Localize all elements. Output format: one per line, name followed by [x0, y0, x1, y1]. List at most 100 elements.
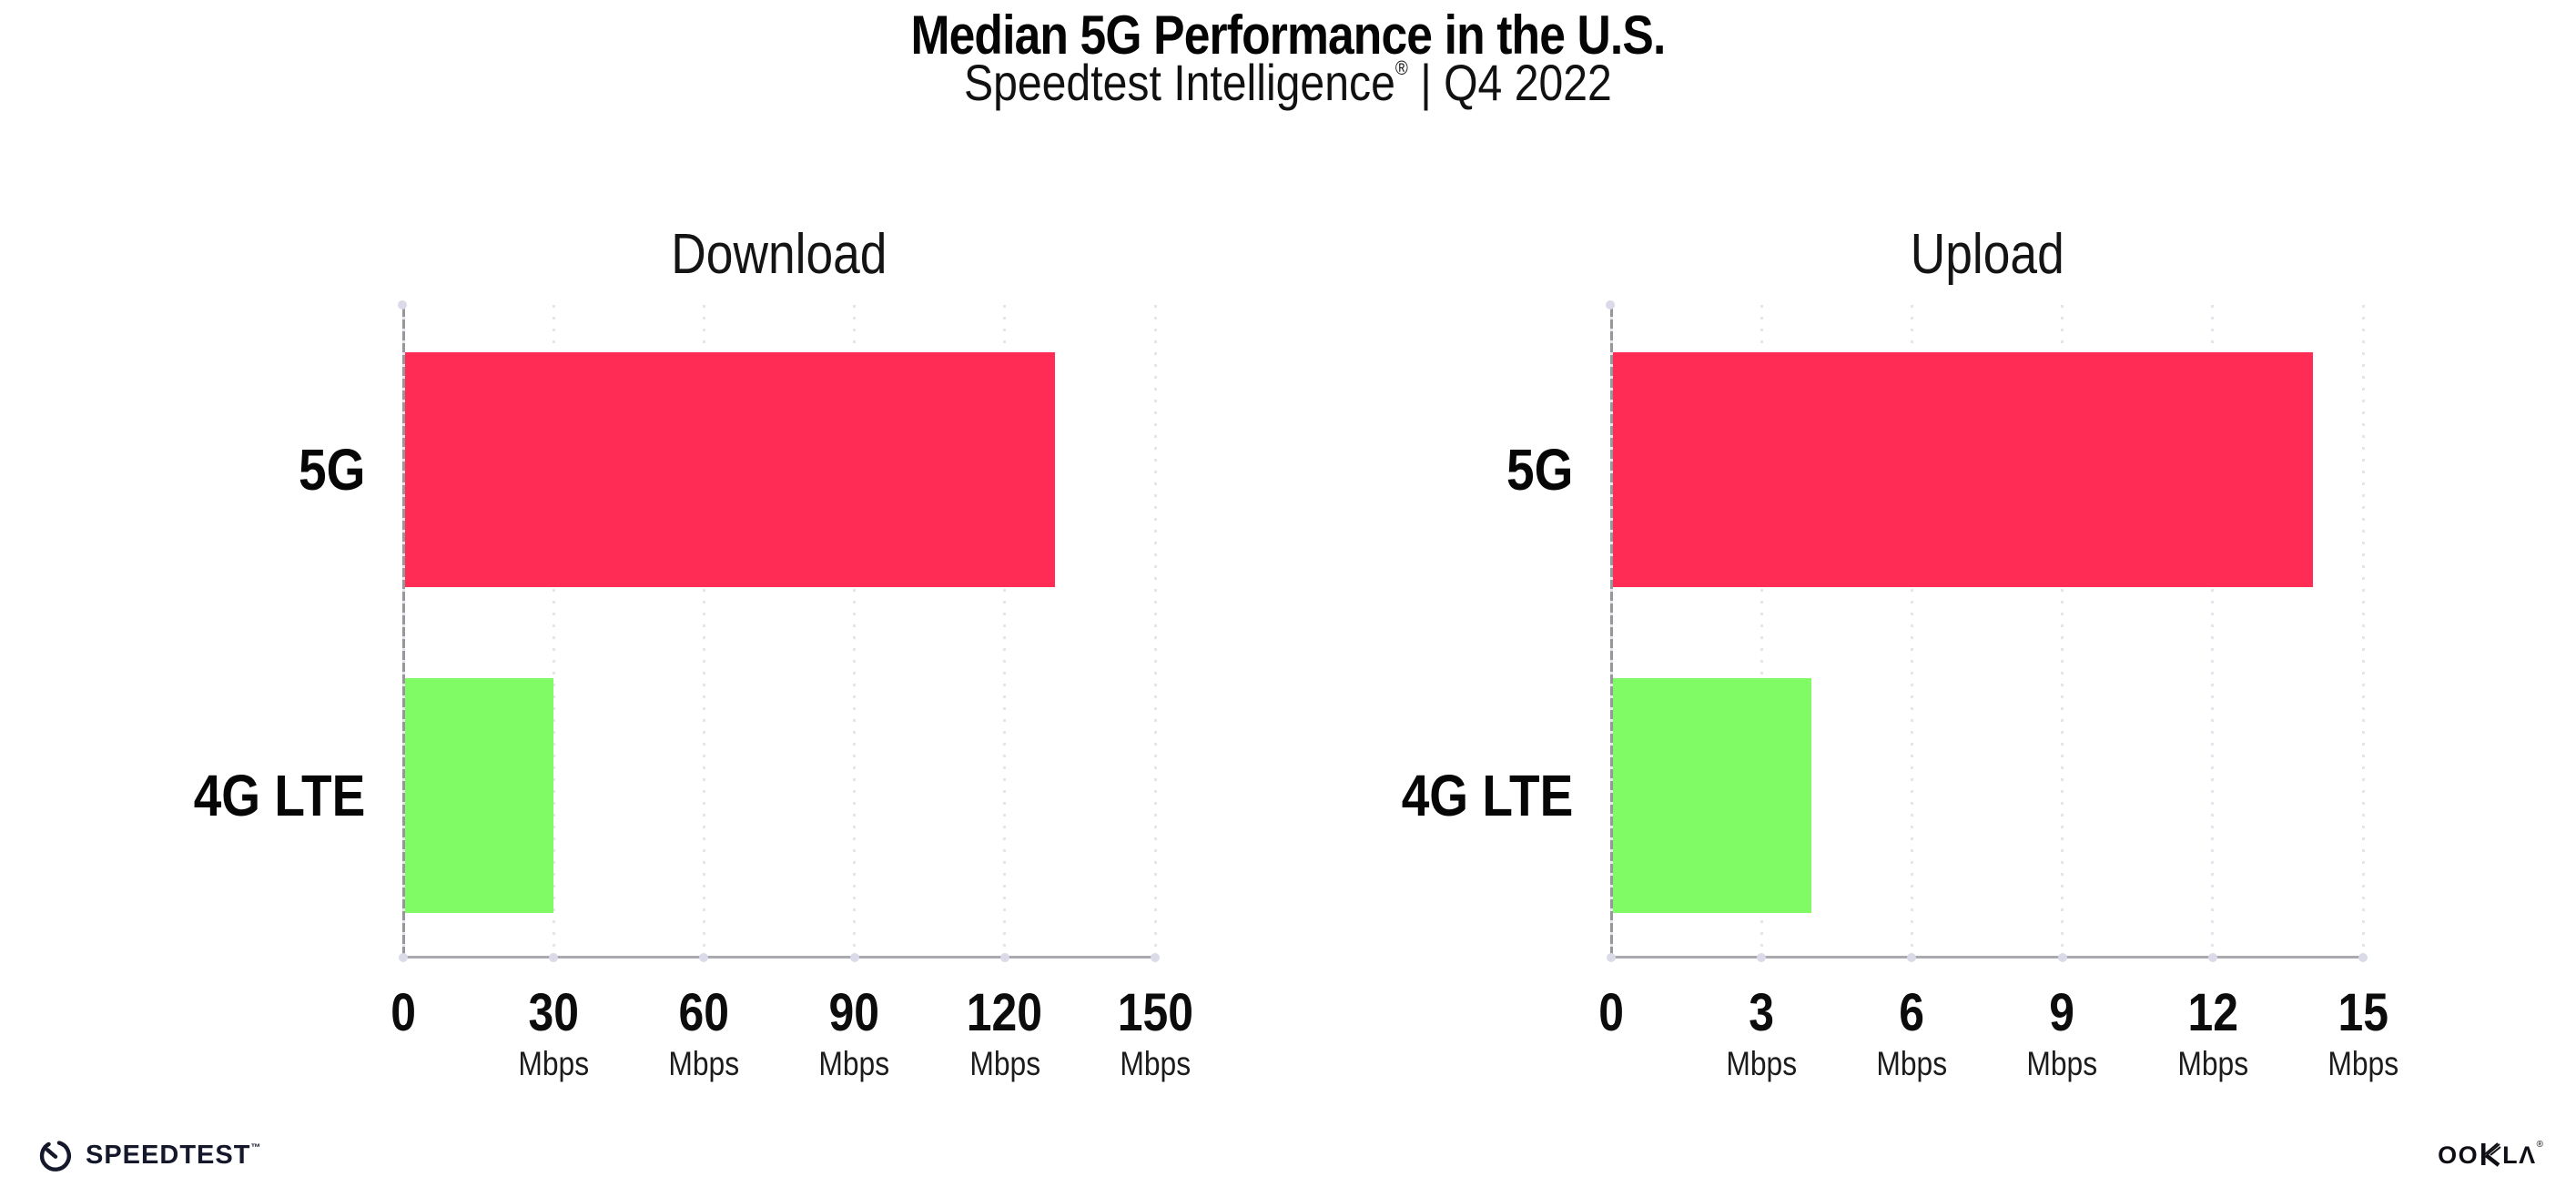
x-tick-unit-text: Mbps	[1876, 1045, 1948, 1082]
gridline-150	[1153, 305, 1157, 959]
axis-tick-dot-0	[1607, 952, 1616, 962]
x-tick-value: 12	[2187, 983, 2238, 1042]
axis-tick-dot-0	[399, 952, 408, 962]
x-tick-unit-30: Mbps	[462, 1046, 644, 1082]
page-title: Median 5G Performance in the U.S.	[0, 4, 2576, 66]
x-tick-unit-15: Mbps	[2272, 1046, 2454, 1082]
category-label-5g: 5G	[1300, 439, 1573, 501]
page-subtitle-text: Speedtest Intelligence® | Q4 2022	[964, 53, 1612, 112]
x-tick-value: 150	[1117, 983, 1193, 1042]
subtitle-brand: Speedtest Intelligence	[964, 54, 1395, 111]
axis-tick-dot-90	[849, 952, 859, 962]
gridline-9	[2061, 305, 2064, 959]
axis-tick-dot-3	[1757, 952, 1767, 962]
x-tick-label-6: 6	[1820, 986, 2003, 1040]
axis-tick-dot-30	[549, 952, 559, 962]
x-tick-label-12: 12	[2122, 986, 2304, 1040]
x-tick-value: 9	[2049, 983, 2075, 1042]
speedtest-wordmark: SPEEDTEST™	[86, 1140, 262, 1170]
x-tick-label-0: 0	[312, 986, 494, 1040]
x-tick-value: 60	[678, 983, 730, 1042]
axis-tick-dot-15	[2358, 952, 2368, 962]
category-label-text: 5G	[298, 437, 365, 502]
ookla-logo: OO LΛ ®	[2438, 1140, 2543, 1170]
x-tick-label-30: 30	[462, 986, 644, 1040]
trademark-symbol: ™	[250, 1141, 262, 1153]
ookla-k-icon	[2481, 1142, 2501, 1167]
x-tick-unit-3: Mbps	[1670, 1046, 1852, 1082]
axis-tick-dot-60	[699, 952, 709, 962]
gridline-90	[853, 305, 857, 959]
x-tick-unit-text: Mbps	[2328, 1045, 2399, 1082]
ookla-wordmark-end: LΛ	[2502, 1141, 2537, 1169]
x-tick-label-90: 90	[764, 986, 946, 1040]
x-tick-label-3: 3	[1670, 986, 1852, 1040]
ookla-registered-mark: ®	[2536, 1140, 2543, 1150]
bar-5g-download	[403, 352, 1055, 587]
plot-area-download	[398, 300, 1160, 962]
x-tick-unit-90: Mbps	[764, 1046, 946, 1082]
x-tick-unit-text: Mbps	[2176, 1045, 2248, 1082]
axis-origin-dot	[1606, 300, 1615, 309]
gridline-0-overlay	[401, 305, 405, 959]
x-tick-unit-text: Mbps	[668, 1045, 740, 1082]
x-tick-label-9: 9	[1972, 986, 2154, 1040]
x-tick-value: 120	[967, 983, 1043, 1042]
category-label-4g-lte: 4G LTE	[92, 765, 365, 827]
registered-mark: ®	[1394, 56, 1408, 79]
category-label-text: 5G	[1506, 437, 1573, 502]
gridline-30	[552, 305, 555, 959]
x-tick-value: 3	[1749, 983, 1775, 1042]
x-tick-value: 6	[1899, 983, 1925, 1042]
axis-tick-dot-9	[2057, 952, 2067, 962]
page-subtitle: Speedtest Intelligence® | Q4 2022	[0, 53, 2576, 112]
plot-area-upload	[1606, 300, 2368, 962]
speedtest-logo: SPEEDTEST™	[36, 1136, 261, 1174]
x-tick-unit-text: Mbps	[518, 1045, 590, 1082]
axis-origin-dot	[398, 300, 407, 309]
x-tick-unit-text: Mbps	[818, 1045, 890, 1082]
category-label-text: 4G LTE	[1401, 763, 1573, 828]
x-tick-unit-text: Mbps	[1120, 1045, 1191, 1082]
page-title-text: Median 5G Performance in the U.S.	[910, 5, 1667, 66]
x-tick-value: 30	[528, 983, 579, 1042]
x-tick-unit-150: Mbps	[1064, 1046, 1246, 1082]
speedtest-gauge-icon	[39, 1141, 71, 1172]
x-tick-label-0: 0	[1520, 986, 1702, 1040]
x-tick-label-60: 60	[613, 986, 795, 1040]
chart-title-upload: Upload	[1910, 223, 2064, 286]
gridline-3	[1760, 305, 1763, 959]
gridline-60	[702, 305, 705, 959]
ookla-wordmark-start: OO	[2438, 1141, 2480, 1169]
axis-tick-dot-12	[2207, 952, 2217, 962]
gridline-6	[1910, 305, 1913, 959]
x-tick-unit-text: Mbps	[969, 1045, 1040, 1082]
bar-5g-upload	[1611, 352, 2313, 587]
x-tick-value: 90	[828, 983, 880, 1042]
axis-tick-dot-150	[1151, 952, 1160, 962]
x-tick-unit-9: Mbps	[1972, 1046, 2154, 1082]
bar-4g-lte-download	[403, 678, 554, 913]
axis-tick-dot-6	[1907, 952, 1917, 962]
x-tick-unit-6: Mbps	[1820, 1046, 2003, 1082]
category-label-text: 4G LTE	[193, 763, 365, 828]
gridline-120	[1003, 305, 1007, 959]
x-axis-line	[1609, 956, 2366, 959]
gridline-0-overlay	[1609, 305, 1613, 959]
x-tick-value: 0	[1598, 983, 1624, 1042]
x-tick-label-120: 120	[914, 986, 1096, 1040]
bar-4g-lte-upload	[1611, 678, 1812, 913]
x-tick-label-15: 15	[2272, 986, 2454, 1040]
x-axis-line	[401, 956, 1158, 959]
x-tick-unit-text: Mbps	[2026, 1045, 2098, 1082]
x-tick-unit-12: Mbps	[2122, 1046, 2304, 1082]
category-label-4g-lte: 4G LTE	[1300, 765, 1573, 827]
x-tick-label-150: 150	[1064, 986, 1246, 1040]
category-label-5g: 5G	[92, 439, 365, 501]
x-tick-unit-120: Mbps	[914, 1046, 1096, 1082]
x-tick-value: 0	[390, 983, 416, 1042]
chart-title-download: Download	[671, 223, 887, 286]
x-tick-value: 15	[2338, 983, 2388, 1042]
x-tick-unit-60: Mbps	[613, 1046, 795, 1082]
